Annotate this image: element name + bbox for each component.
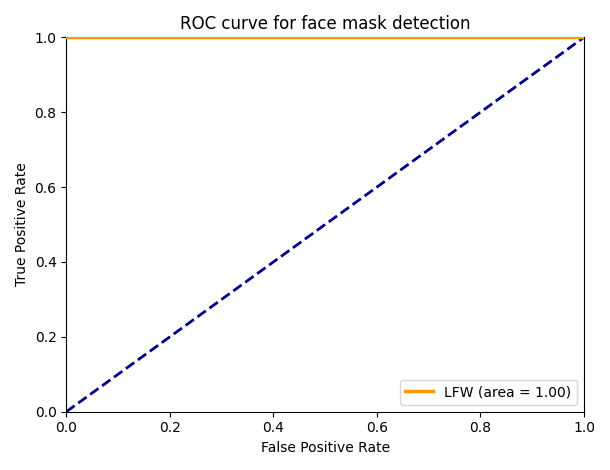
X-axis label: False Positive Rate: False Positive Rate	[260, 441, 390, 455]
Y-axis label: True Positive Rate: True Positive Rate	[15, 163, 29, 286]
Legend: LFW (area = 1.00): LFW (area = 1.00)	[400, 380, 577, 405]
Title: ROC curve for face mask detection: ROC curve for face mask detection	[180, 15, 470, 33]
